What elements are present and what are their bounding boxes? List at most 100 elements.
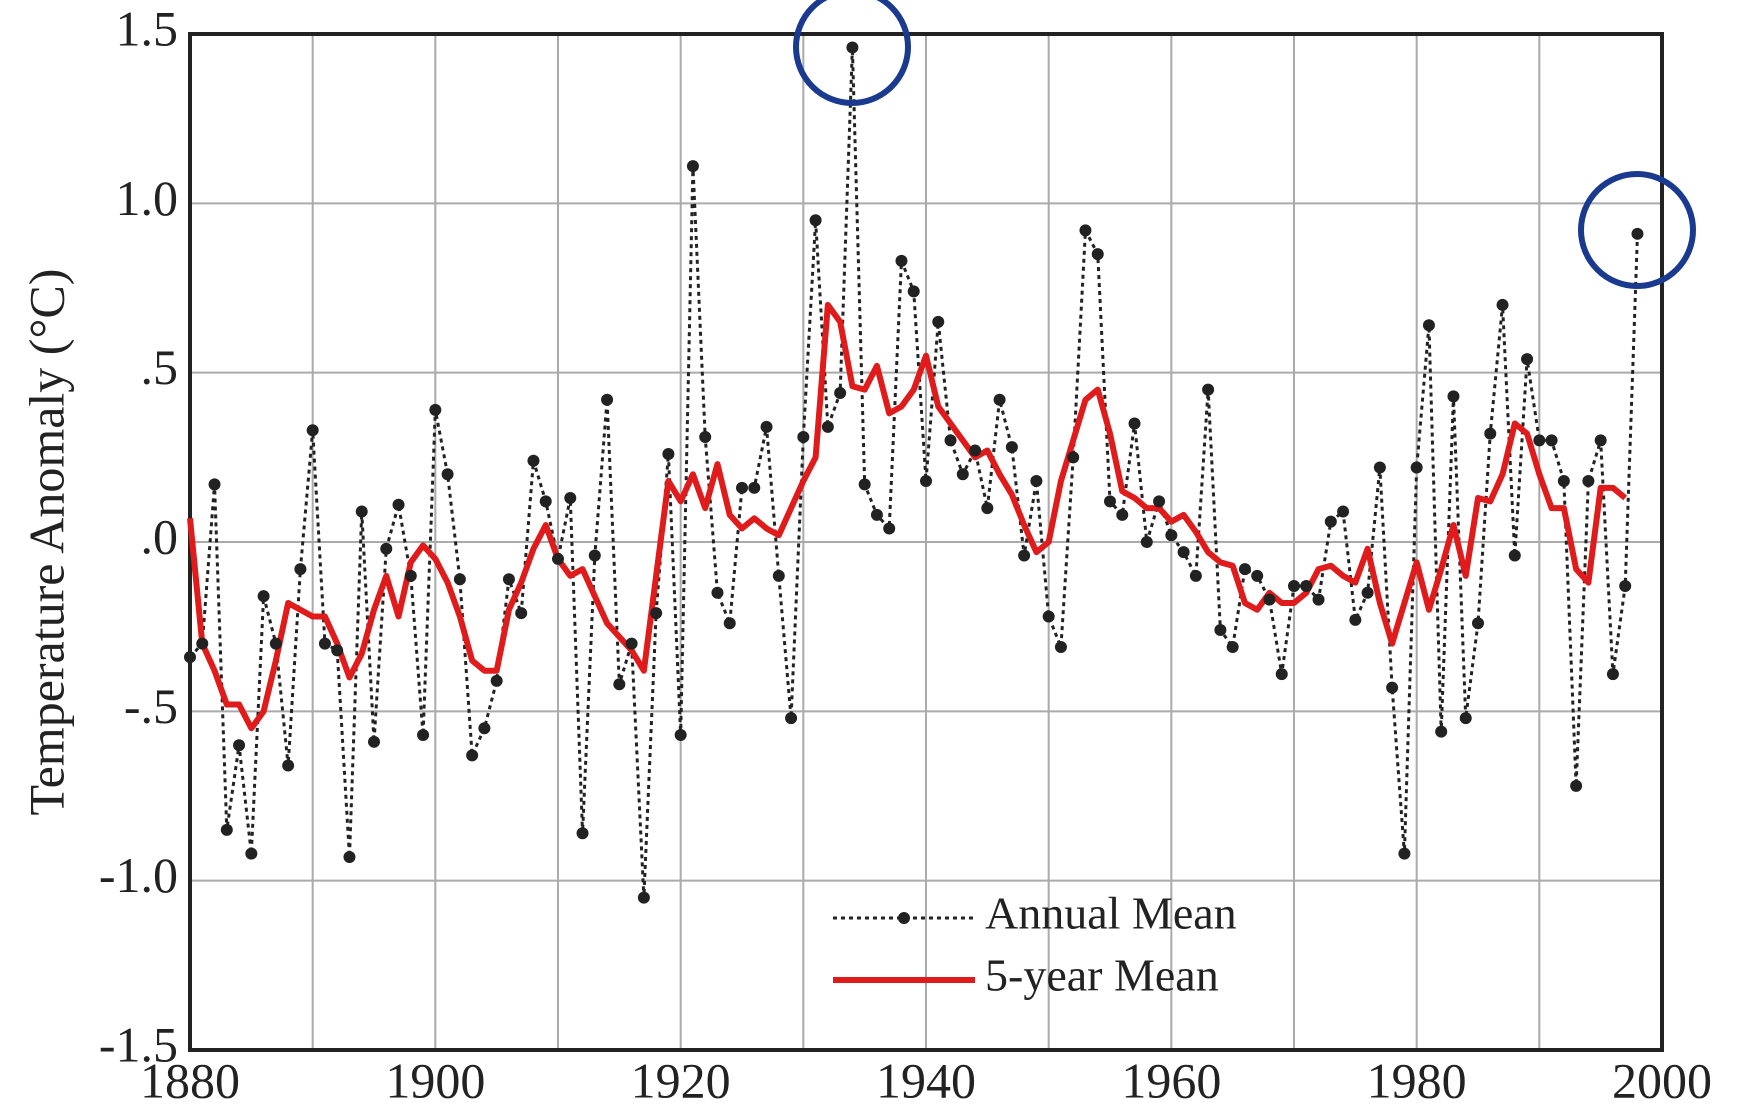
data-point bbox=[650, 607, 663, 620]
data-point bbox=[1165, 529, 1178, 542]
data-point bbox=[625, 637, 638, 650]
data-point bbox=[502, 573, 515, 586]
data-point bbox=[1226, 640, 1239, 653]
x-tick-label: 2000 bbox=[1612, 1052, 1712, 1108]
y-tick-label: .0 bbox=[141, 508, 179, 564]
data-point bbox=[1202, 383, 1215, 396]
data-point bbox=[846, 41, 859, 54]
y-tick-label: .5 bbox=[141, 339, 179, 395]
data-point bbox=[1005, 441, 1018, 454]
data-point bbox=[1459, 712, 1472, 725]
annual-line bbox=[188, 46, 1639, 900]
data-point bbox=[956, 468, 969, 481]
data-point bbox=[1521, 353, 1534, 366]
data-point bbox=[306, 424, 319, 437]
data-point bbox=[1018, 549, 1031, 562]
data-point bbox=[1140, 536, 1153, 548]
data-point bbox=[245, 847, 258, 860]
data-point bbox=[1557, 475, 1570, 488]
data-point bbox=[355, 505, 368, 518]
data-point bbox=[1570, 779, 1583, 792]
data-point bbox=[699, 431, 712, 444]
data-point bbox=[588, 549, 601, 562]
highlight-circle bbox=[1578, 171, 1696, 289]
data-point bbox=[748, 481, 761, 494]
data-point bbox=[1619, 580, 1632, 593]
data-point bbox=[1349, 613, 1362, 626]
data-point bbox=[184, 651, 196, 664]
data-point bbox=[1312, 593, 1325, 606]
data-point bbox=[736, 481, 748, 494]
data-point bbox=[1177, 546, 1190, 559]
data-point bbox=[944, 434, 957, 447]
data-point bbox=[527, 454, 540, 467]
data-point bbox=[1545, 434, 1558, 447]
data-point bbox=[907, 285, 920, 298]
data-point bbox=[1398, 847, 1411, 860]
y-tick-label: -.5 bbox=[124, 678, 178, 734]
data-point bbox=[552, 552, 564, 565]
data-point bbox=[920, 475, 932, 488]
data-point bbox=[1422, 319, 1435, 332]
data-point bbox=[601, 393, 614, 406]
data-point bbox=[404, 569, 417, 582]
data-point bbox=[711, 586, 724, 599]
data-point bbox=[1214, 624, 1227, 637]
data-point bbox=[809, 214, 822, 227]
data-point bbox=[208, 478, 221, 491]
data-point bbox=[282, 759, 295, 772]
data-point bbox=[785, 712, 798, 725]
data-point bbox=[478, 722, 491, 735]
data-point bbox=[883, 522, 896, 535]
data-point bbox=[368, 735, 380, 748]
data-point bbox=[1263, 593, 1276, 606]
y-tick-label: -1.0 bbox=[99, 847, 178, 903]
data-point bbox=[1030, 475, 1043, 488]
data-point bbox=[453, 573, 466, 586]
data-point bbox=[1386, 681, 1399, 694]
x-tick-label: 1900 bbox=[385, 1052, 485, 1108]
y-axis-label: Temperature Anomaly (°C) bbox=[18, 269, 74, 816]
data-point bbox=[1067, 451, 1080, 464]
x-tick-label: 1920 bbox=[631, 1052, 731, 1108]
data-point bbox=[233, 739, 246, 752]
data-point bbox=[1410, 461, 1423, 474]
data-point bbox=[981, 502, 994, 515]
data-point bbox=[1337, 505, 1350, 518]
data-point bbox=[637, 891, 650, 904]
data-point bbox=[674, 729, 687, 742]
data-point bbox=[1582, 475, 1595, 488]
data-point bbox=[380, 542, 393, 555]
data-point bbox=[1472, 617, 1484, 630]
data-point bbox=[834, 386, 847, 399]
data-point bbox=[1275, 668, 1288, 681]
highlight-circle bbox=[793, 0, 911, 106]
data-point bbox=[1238, 563, 1251, 576]
data-point bbox=[797, 431, 810, 444]
data-point bbox=[1324, 515, 1337, 528]
data-point bbox=[441, 468, 454, 481]
data-point bbox=[662, 447, 675, 460]
data-point bbox=[1116, 508, 1129, 521]
data-point bbox=[1251, 569, 1264, 582]
data-point bbox=[429, 403, 442, 416]
data-point bbox=[1104, 495, 1116, 508]
data-point bbox=[1054, 640, 1067, 653]
data-point bbox=[1533, 434, 1546, 447]
data-point bbox=[858, 478, 871, 491]
data-point bbox=[1508, 549, 1521, 562]
data-point bbox=[196, 637, 209, 650]
data-point bbox=[466, 749, 479, 762]
data-point bbox=[1079, 224, 1092, 237]
x-tick-label: 1980 bbox=[1367, 1052, 1467, 1108]
data-point bbox=[895, 254, 908, 267]
legend-swatch-dot bbox=[898, 912, 910, 924]
data-point bbox=[220, 823, 233, 836]
data-point bbox=[257, 590, 270, 603]
y-tick-label: -1.5 bbox=[99, 1016, 178, 1072]
data-point bbox=[723, 617, 736, 630]
data-point bbox=[539, 495, 552, 508]
data-point bbox=[1435, 725, 1448, 738]
data-point bbox=[1288, 580, 1300, 593]
